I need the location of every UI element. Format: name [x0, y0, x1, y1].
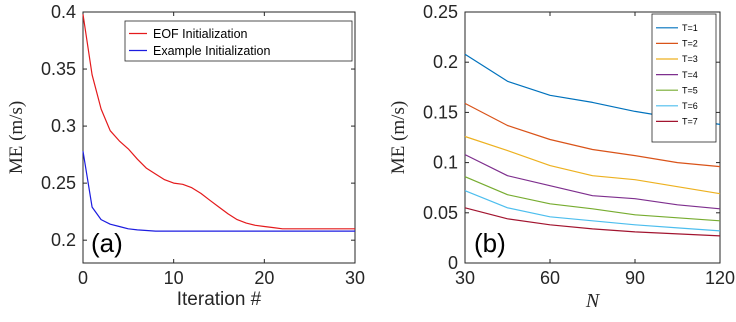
series-line-4 [464, 154, 721, 210]
chart-panel-a: 0.2 0.25 0.3 0.35 0.4 0 10 20 30 ME (m/s) Iteratio… [6, 2, 365, 310]
x-tick-label: 90 [625, 268, 645, 288]
legend-box [124, 20, 353, 62]
legend-label: T=6 [682, 101, 698, 111]
legend-label: T=2 [682, 39, 698, 49]
x-axis-label: Iteration # [177, 289, 262, 310]
series-line-5 [464, 176, 721, 222]
series-line-3 [464, 135, 721, 195]
y-tick-label: 0.35 [41, 59, 76, 79]
x-tick-label: 0 [78, 268, 88, 288]
legend-label: T=5 [682, 85, 698, 95]
x-tick-label: 120 [705, 268, 735, 288]
y-axis-label: ME (m/s) [388, 101, 409, 174]
series-line-7 [464, 207, 721, 237]
panel-label: (a) [91, 228, 123, 258]
x-axis-label: N [585, 290, 601, 312]
x-tick-label: 60 [540, 268, 560, 288]
x-tick-label: 10 [164, 268, 184, 288]
y-tick-label: 0.15 [423, 102, 458, 122]
y-tick-label: 0.05 [423, 203, 458, 223]
legend: EOF Initialization Example Initialization [124, 20, 353, 62]
legend-label: T=1 [682, 23, 698, 33]
series-line-1 [82, 14, 355, 230]
x-tick-label: 30 [455, 268, 475, 288]
series-line-2 [82, 151, 355, 232]
legend: T=1 T=2 T=3 T=4 T=5 T=6 T=7 [651, 13, 717, 143]
y-tick-label: 0.25 [41, 173, 76, 193]
legend-label: Example Initialization [153, 44, 270, 58]
y-axis-label: ME (m/s) [6, 101, 27, 174]
y-tick-label: 0.25 [423, 2, 458, 22]
y-tick-label: 0.3 [51, 116, 76, 136]
x-tick-label: 30 [345, 268, 365, 288]
chart-panel-b: 0 0.05 0.1 0.15 0.2 0.25 30 60 90 120 ME (m/s) N (b)… [388, 2, 735, 312]
x-tick-label: 20 [254, 268, 274, 288]
legend-label: T=3 [682, 54, 698, 64]
y-tick-label: 0.2 [51, 230, 76, 250]
y-tick-label: 0 [448, 253, 458, 273]
legend-label: T=4 [682, 70, 698, 80]
legend-label: EOF Initialization [153, 27, 248, 41]
y-tick-label: 0.4 [51, 2, 76, 22]
series-line-2 [464, 102, 721, 168]
y-tick-label: 0.1 [433, 153, 458, 173]
legend-label: T=7 [682, 117, 698, 127]
legend-box [651, 13, 717, 143]
series-line-6 [464, 190, 721, 232]
y-tick-label: 0.2 [433, 52, 458, 72]
panel-label: (b) [474, 228, 506, 258]
